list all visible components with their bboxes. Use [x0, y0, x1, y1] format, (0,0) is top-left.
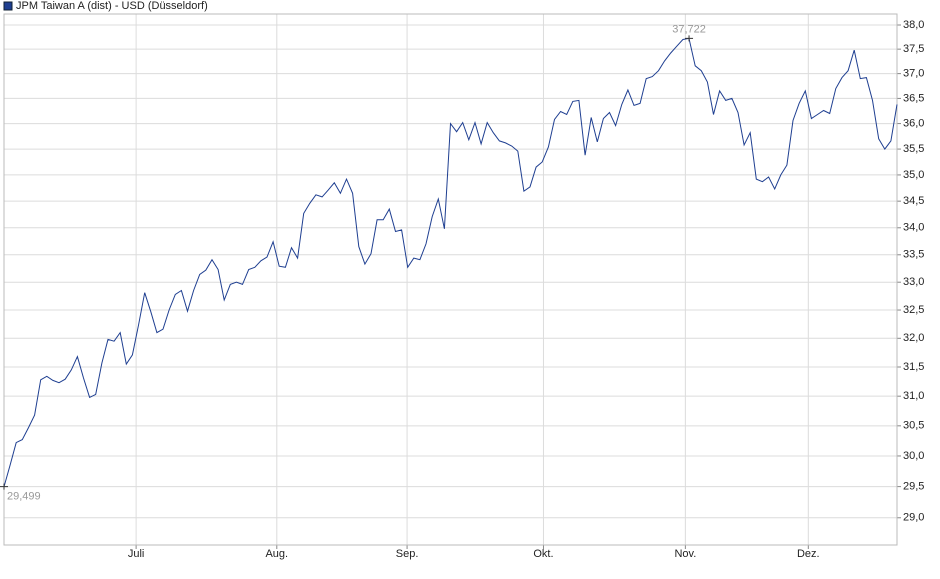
- y-tick-label: 36,5: [903, 92, 924, 104]
- y-tick-label: 30,0: [903, 450, 924, 462]
- plot-frame: [3, 13, 898, 546]
- y-tick-label: 29,0: [903, 512, 924, 524]
- y-tick-label: 33,0: [903, 276, 924, 288]
- annotation-marker: [0, 483, 8, 490]
- y-tick-label: 30,5: [903, 420, 924, 432]
- x-tick-label: Okt.: [533, 548, 553, 560]
- legend-swatch: [3, 1, 13, 11]
- x-tick-label: Juli: [128, 548, 145, 560]
- y-tick-label: 36,0: [903, 117, 924, 129]
- x-tick-label: Aug.: [265, 548, 288, 560]
- x-tick-label: Sep.: [396, 548, 419, 560]
- y-tick-label: 35,5: [903, 143, 924, 155]
- annotation-label: 29,499: [7, 491, 41, 503]
- y-tick-label: 38,0: [903, 19, 924, 31]
- x-tick-label: Dez.: [797, 548, 820, 560]
- y-tick-label: 32,5: [903, 304, 924, 316]
- y-tick-label: 32,0: [903, 332, 924, 344]
- y-tick-label: 31,0: [903, 390, 924, 402]
- y-tick-label: 37,5: [903, 43, 924, 55]
- price-line: [3, 37, 898, 487]
- annotation-marker: [685, 35, 694, 42]
- y-tick-label: 34,5: [903, 195, 924, 207]
- y-tick-label: 33,5: [903, 249, 924, 261]
- y-tick-label: 35,0: [903, 169, 924, 181]
- annotation-label: 37,722: [672, 23, 706, 35]
- y-tick-label: 29,5: [903, 481, 924, 493]
- y-tick-label: 37,0: [903, 68, 924, 80]
- x-tick-label: Nov.: [674, 548, 696, 560]
- y-tick-label: 31,5: [903, 361, 924, 373]
- legend-label: JPM Taiwan A (dist) - USD (Düsseldorf): [16, 0, 208, 12]
- y-tick-label: 34,0: [903, 222, 924, 234]
